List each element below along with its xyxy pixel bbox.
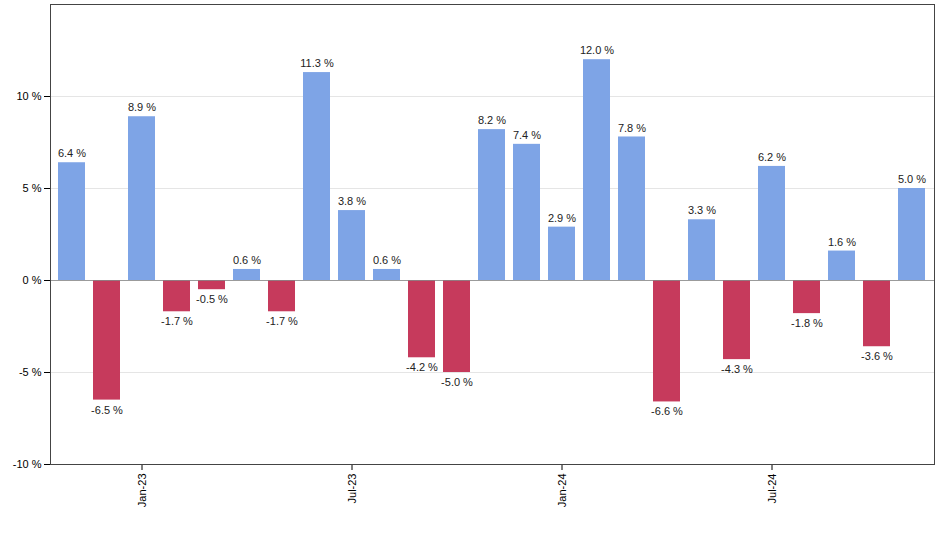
svg-text:-4.3 %: -4.3 % bbox=[721, 363, 753, 375]
svg-text:8.9 %: 8.9 % bbox=[128, 101, 156, 113]
svg-text:Jan-23: Jan-23 bbox=[136, 474, 148, 508]
svg-text:11.3 %: 11.3 % bbox=[300, 57, 334, 69]
svg-text:-6.6 %: -6.6 % bbox=[651, 405, 683, 417]
svg-text:0 %: 0 % bbox=[23, 274, 42, 286]
svg-text:Jul-23: Jul-23 bbox=[346, 474, 358, 504]
svg-text:3.8 %: 3.8 % bbox=[338, 195, 366, 207]
svg-text:7.8 %: 7.8 % bbox=[618, 122, 646, 134]
svg-text:-3.6 %: -3.6 % bbox=[861, 350, 893, 362]
svg-text:Jan-24: Jan-24 bbox=[556, 474, 568, 508]
svg-text:-5 %: -5 % bbox=[19, 366, 42, 378]
svg-text:12.0 %: 12.0 % bbox=[580, 44, 614, 56]
svg-text:-0.5 %: -0.5 % bbox=[196, 293, 228, 305]
svg-text:1.6 %: 1.6 % bbox=[828, 236, 856, 248]
svg-text:-1.7 %: -1.7 % bbox=[266, 315, 298, 327]
svg-text:0.6 %: 0.6 % bbox=[373, 254, 401, 266]
svg-text:-5.0 %: -5.0 % bbox=[441, 376, 473, 388]
svg-text:-4.2 %: -4.2 % bbox=[406, 361, 438, 373]
svg-text:5 %: 5 % bbox=[23, 182, 42, 194]
svg-text:5.0 %: 5.0 % bbox=[898, 173, 926, 185]
svg-text:6.2 %: 6.2 % bbox=[758, 151, 786, 163]
svg-text:-1.8 %: -1.8 % bbox=[791, 317, 823, 329]
svg-text:Jul-24: Jul-24 bbox=[766, 474, 778, 504]
svg-text:0.6 %: 0.6 % bbox=[233, 254, 261, 266]
svg-text:-10 %: -10 % bbox=[13, 458, 42, 470]
svg-text:6.4 %: 6.4 % bbox=[58, 147, 86, 159]
svg-text:-6.5 %: -6.5 % bbox=[91, 404, 123, 416]
svg-text:7.4 %: 7.4 % bbox=[513, 129, 541, 141]
svg-text:3.3 %: 3.3 % bbox=[688, 204, 716, 216]
svg-text:8.2 %: 8.2 % bbox=[478, 114, 506, 126]
svg-text:2.9 %: 2.9 % bbox=[548, 212, 576, 224]
svg-text:-1.7 %: -1.7 % bbox=[161, 315, 193, 327]
svg-text:10 %: 10 % bbox=[16, 90, 41, 102]
